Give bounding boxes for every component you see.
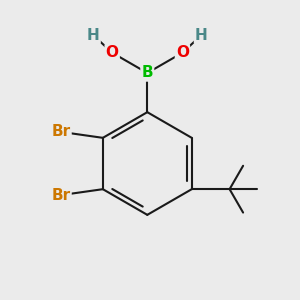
Text: B: B [142,65,153,80]
Text: O: O [106,45,119,60]
Text: Br: Br [51,124,70,140]
Text: H: H [87,28,100,43]
Text: Br: Br [51,188,70,202]
Text: H: H [195,28,208,43]
Text: O: O [176,45,189,60]
